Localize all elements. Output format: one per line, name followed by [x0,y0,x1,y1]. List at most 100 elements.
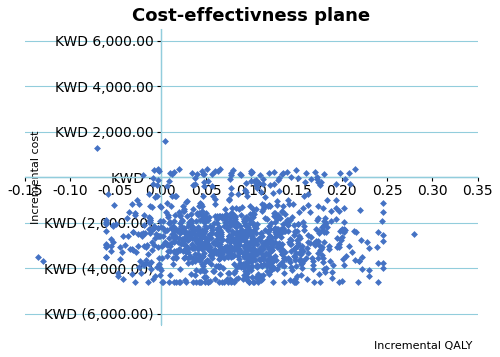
Point [314,203,322,209]
Point [249,220,257,225]
Point [365,273,373,279]
Point [208,231,216,236]
Point [166,235,173,241]
Point [302,180,310,185]
Point [334,244,342,250]
Point [197,279,205,285]
Point [186,220,194,226]
Point [150,223,158,229]
Point [278,208,285,214]
Point [240,276,248,282]
Point [229,167,237,173]
Point [102,218,110,224]
Point [278,171,286,177]
Point [194,240,202,246]
Point [259,181,267,187]
Point [187,271,195,277]
Point [378,209,386,215]
Point [214,226,222,231]
Point [246,220,254,226]
Point [188,231,196,236]
Point [277,227,285,233]
Point [222,213,230,218]
Point [278,247,286,252]
Point [298,248,306,254]
Point [203,240,211,246]
Point [182,243,190,249]
Point [218,236,226,242]
Point [227,254,235,260]
Point [226,223,234,229]
Point [146,231,154,236]
Point [162,241,170,246]
Point [248,263,256,269]
Point [253,276,261,281]
Point [246,168,254,174]
Point [187,218,195,224]
Point [283,221,291,227]
Point [260,202,268,208]
Point [172,226,179,232]
Point [306,240,314,246]
Point [107,248,115,254]
Point [225,233,233,239]
Point [238,233,246,239]
Point [286,217,294,223]
Point [156,261,164,267]
Point [296,233,304,238]
Point [150,167,158,173]
Point [212,250,220,256]
Point [171,233,179,239]
Point [232,239,240,245]
Point [252,247,260,252]
Point [145,191,153,197]
Point [287,174,295,180]
Point [229,218,237,224]
Point [286,241,294,247]
Point [158,279,166,285]
Point [163,227,171,233]
Point [378,238,386,244]
Point [266,233,274,238]
Point [242,260,250,265]
Point [289,201,297,207]
Point [195,257,203,263]
Point [236,172,244,177]
Point [218,213,226,218]
Point [198,243,206,249]
Point [354,279,362,285]
Point [240,264,248,270]
Point [178,218,186,224]
Point [196,211,204,217]
Point [252,238,260,244]
Point [116,245,124,250]
Point [256,235,264,241]
Point [120,242,128,248]
Point [156,224,164,230]
Point [188,241,196,247]
Point [180,241,188,246]
Point [182,232,190,237]
Point [249,242,257,247]
Point [102,217,110,223]
Point [242,214,250,220]
Point [146,203,154,209]
Point [248,255,256,261]
Point [204,258,212,264]
Point [316,247,324,253]
Point [267,241,275,247]
Point [230,252,238,258]
Point [364,245,372,251]
Point [320,266,328,272]
Point [317,246,325,252]
Point [172,255,179,261]
Point [243,232,251,238]
Point [146,217,154,223]
Point [341,227,349,233]
Point [104,191,112,197]
Point [298,265,306,271]
Point [140,262,148,268]
Point [374,260,382,266]
Point [226,233,234,239]
Point [129,247,137,253]
